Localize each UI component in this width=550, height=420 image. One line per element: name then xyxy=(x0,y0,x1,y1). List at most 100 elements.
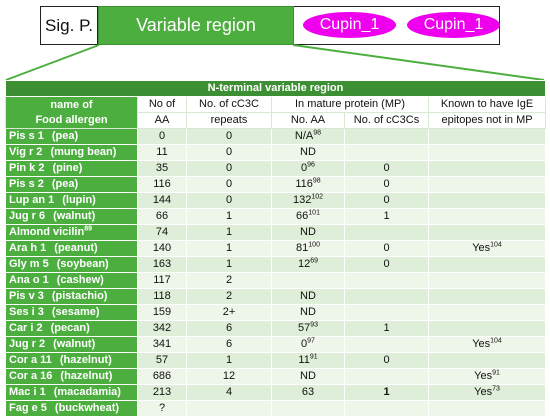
mp-cc3cs-cell: 1 xyxy=(344,208,429,225)
header-mp-aa: No. AA xyxy=(271,112,345,129)
repeats-cell: 1 xyxy=(186,352,272,369)
allergen-name-cell: Vig r 2 (mung bean) xyxy=(5,144,138,161)
aa-count: ? xyxy=(158,402,166,414)
ige-value: Yes xyxy=(474,370,493,382)
mp-aa-value: ND xyxy=(300,226,316,238)
mp-cc3cs-cell xyxy=(344,288,429,305)
table-row: Jug r 2 (walnut) 341 6 097 Yes104 xyxy=(5,336,547,353)
aa-count: 686 xyxy=(152,370,172,382)
cupin-domain-2: Cupin_1 xyxy=(407,12,500,38)
mp-aa-value: 116 xyxy=(295,178,313,190)
allergen-name: Lup an 1 xyxy=(9,194,55,206)
repeats-count: 4 xyxy=(225,386,233,398)
mp-aa-ref: 100 xyxy=(308,241,320,249)
allergen-name-cell: Ses i 3 (sesame) xyxy=(5,304,138,321)
mp-aa-cell: 5793 xyxy=(271,320,345,337)
repeats-count: 0 xyxy=(225,162,233,174)
table-row: Ana o 1 (cashew) 117 2 xyxy=(5,272,547,289)
mp-aa-cell: 1269 xyxy=(271,256,345,273)
mp-aa-cell: 1191 xyxy=(271,352,345,369)
table-row: Fag e 5 (buckwheat)? xyxy=(5,400,547,417)
aa-count-cell: 686 xyxy=(137,368,187,385)
repeats-cell: 1 xyxy=(186,224,272,241)
allergen-name-ref: 89 xyxy=(84,225,92,233)
aa-count: 74 xyxy=(155,226,169,238)
ige-cell xyxy=(427,192,547,209)
allergen-source: (soybean) xyxy=(56,258,109,270)
allergen-name: Ana o 1 xyxy=(9,274,49,286)
mp-aa-value: N/A xyxy=(294,130,314,142)
table-row: Pis v 3 (pistachio) 118 2 ND xyxy=(5,288,547,305)
allergen-source: (sesame) xyxy=(51,306,100,318)
table-row: Jug r 6 (walnut) 66 1 66101 1 xyxy=(5,208,547,225)
aa-count-cell: 116 xyxy=(137,176,187,193)
repeats-cell: 0 xyxy=(186,176,272,193)
header-repeats-line2: repeats xyxy=(186,112,272,129)
allergen-name: Mac i 1 xyxy=(9,386,46,398)
allergen-name: Pin k 2 xyxy=(9,162,45,174)
ige-cell xyxy=(427,288,547,305)
mp-cc3cs-cell: 1 xyxy=(344,320,429,337)
ige-cell: Yes104 xyxy=(427,240,547,257)
mp-aa-cell: N/A98 xyxy=(271,128,345,145)
table-title-row: N-terminal variable region xyxy=(4,80,547,97)
mp-cc3cs-cell: 0 xyxy=(344,352,429,369)
allergen-source: (buckwheat) xyxy=(54,402,120,414)
mp-aa-cell: 63 xyxy=(271,384,345,401)
ige-cell xyxy=(427,208,547,225)
repeats-count: 6 xyxy=(225,322,233,334)
mp-cc3cs-cell: 0 xyxy=(344,176,429,193)
repeats-cell: 0 xyxy=(186,160,272,177)
table-row: Ara h 1 (peanut) 140 1 81100 0 Yes104 xyxy=(5,240,547,257)
mp-aa-ref: 91 xyxy=(309,353,318,361)
aa-count: 342 xyxy=(152,322,172,334)
ige-cell xyxy=(427,144,547,161)
allergen-source: (hazelnut) xyxy=(59,354,112,366)
ige-ref: 73 xyxy=(492,385,500,393)
allergen-source: (walnut) xyxy=(53,210,96,222)
allergen-source: (macadamia) xyxy=(53,386,121,398)
connector-line-left xyxy=(5,44,100,81)
aa-count-cell: 35 xyxy=(137,160,187,177)
ige-value: Yes xyxy=(474,386,493,398)
mp-cc3cs-cell: 1 xyxy=(344,384,429,401)
repeats-cell: 2 xyxy=(186,272,272,289)
allergen-name-cell: Jug r 6 (walnut) xyxy=(5,208,138,225)
repeats-cell: 6 xyxy=(186,336,272,353)
mp-aa-value: ND xyxy=(300,146,316,158)
allergen-name-cell: Almond vicilin89 xyxy=(5,224,138,241)
mp-cc3cs-cell: 0 xyxy=(344,256,429,273)
repeats-count: 0 xyxy=(225,146,233,158)
aa-count: 116 xyxy=(153,178,171,190)
aa-count-cell: 140 xyxy=(137,240,187,257)
aa-count: 35 xyxy=(155,162,169,174)
mp-cc3cs-cell xyxy=(344,400,429,417)
header-name-line1: name of xyxy=(50,98,93,111)
allergen-source: (pistachio) xyxy=(51,290,108,302)
header-aa-line2: AA xyxy=(137,112,187,129)
mp-cc3cs-cell xyxy=(344,304,429,321)
mp-cc3cs-value: 0 xyxy=(383,162,390,174)
ige-ref: 104 xyxy=(490,241,502,249)
repeats-count: 6 xyxy=(225,338,233,350)
mp-cc3cs-cell xyxy=(344,128,429,145)
table-row: Cor a 16 (hazelnut) 686 12 ND Yes91 xyxy=(5,368,547,385)
repeats-count: 1 xyxy=(225,354,233,366)
allergen-name: Fag e 5 xyxy=(9,402,47,414)
mp-aa-ref: 101 xyxy=(308,209,320,217)
mp-cc3cs-value: 0 xyxy=(383,354,390,366)
allergen-name-cell: Pis s 2 (pea) xyxy=(5,176,138,193)
domain-architecture: Sig. P. Variable region Cupin_1 Cupin_1 xyxy=(40,6,500,47)
mp-cc3cs-cell xyxy=(344,144,429,161)
header-row-1: name of Food allergen No of No. of cC3C … xyxy=(5,96,547,129)
ige-cell xyxy=(427,304,547,321)
ige-cell xyxy=(427,224,547,241)
aa-count: 11 xyxy=(156,146,168,158)
repeats-cell: 2 xyxy=(186,288,272,305)
table-row: Car i 2 (pecan) 342 6 5793 1 xyxy=(5,320,547,337)
aa-count: 213 xyxy=(152,386,172,398)
table-row: Almond vicilin89 74 1 ND xyxy=(5,224,547,241)
aa-count: 140 xyxy=(152,242,172,254)
allergen-source: (cashew) xyxy=(56,274,104,286)
mp-aa-ref: 97 xyxy=(307,337,315,345)
